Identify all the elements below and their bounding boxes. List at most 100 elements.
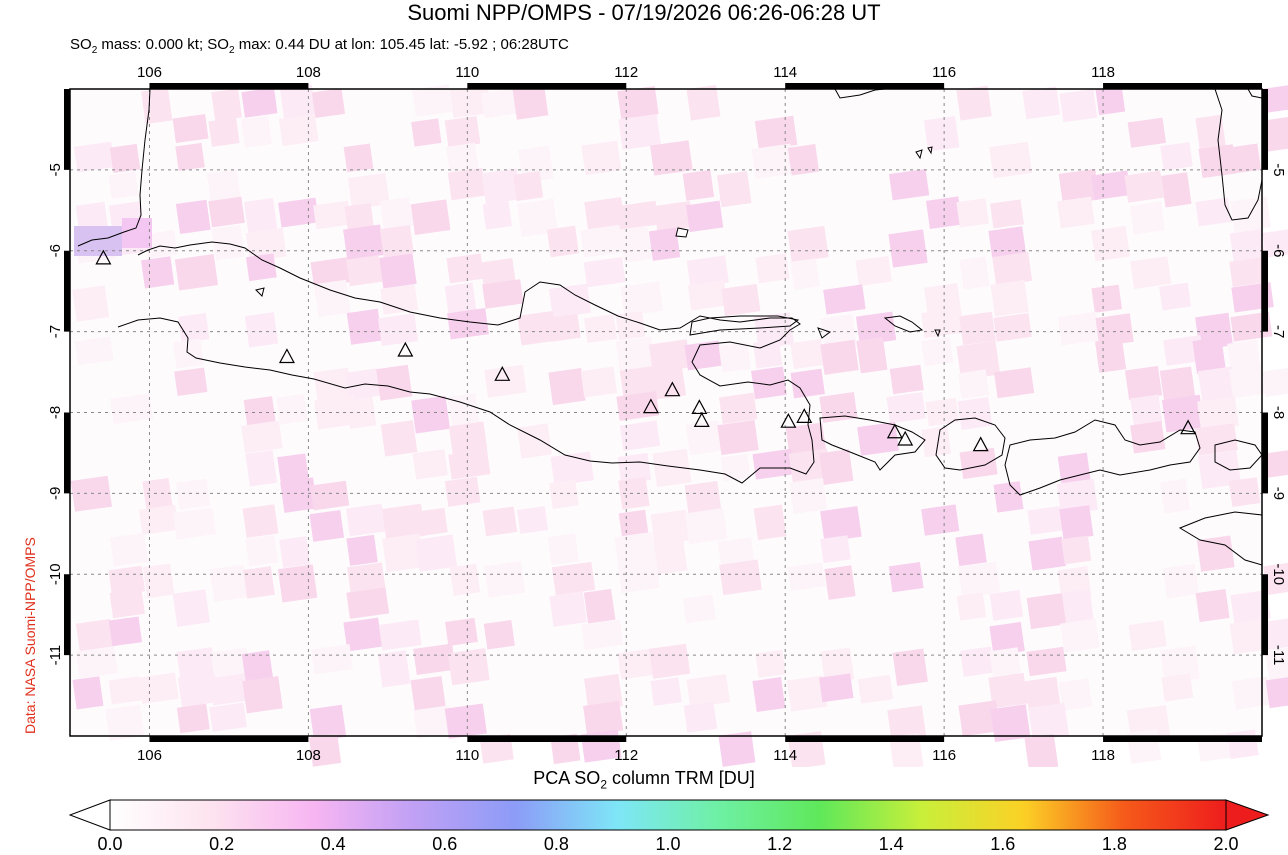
volcano-marker bbox=[972, 436, 989, 452]
so2-pixel bbox=[73, 141, 115, 173]
so2-pixel bbox=[208, 117, 240, 147]
so2-pixel bbox=[993, 312, 1032, 342]
so2-pixel bbox=[278, 113, 319, 147]
so2-pixel bbox=[243, 566, 275, 599]
so2-pixel bbox=[1261, 116, 1288, 152]
colorbar-high-arrow bbox=[1225, 799, 1270, 831]
so2-pixel bbox=[447, 648, 490, 686]
so2-pixel bbox=[277, 564, 318, 603]
so2-pixel bbox=[652, 448, 692, 488]
so2-pixel bbox=[824, 565, 856, 600]
volcano-marker bbox=[664, 381, 681, 397]
volcano-marker bbox=[95, 249, 112, 265]
so2-pixel bbox=[721, 283, 761, 317]
so2-pixel bbox=[110, 393, 154, 425]
so2-pixel bbox=[790, 258, 820, 290]
so2-pixel bbox=[548, 368, 586, 406]
so2-pixel bbox=[278, 197, 319, 228]
so2-pixel bbox=[614, 531, 658, 571]
so2-pixel bbox=[988, 226, 1027, 259]
so2-pixel bbox=[108, 616, 143, 647]
so2-pixel bbox=[686, 255, 729, 288]
colorbar-title: PCA SO2 column TRM [DU] bbox=[0, 768, 1288, 792]
so2-pixel bbox=[411, 118, 442, 147]
so2-pixel bbox=[412, 449, 448, 480]
lombok-coast bbox=[935, 417, 1006, 471]
so2-pixel bbox=[1059, 89, 1098, 123]
x-tick-label-bottom: 116 bbox=[932, 747, 956, 764]
so2-pixel bbox=[650, 677, 682, 706]
so2-pixel bbox=[279, 84, 317, 123]
so2-pixel bbox=[410, 675, 447, 713]
so2-pixel bbox=[653, 201, 694, 232]
axis-labels: 106 106 108 108 110 110 112 112 114 114 116 116 118 1… bbox=[47, 64, 1287, 764]
so2-pixel bbox=[686, 85, 721, 121]
so2-pixel bbox=[1262, 228, 1288, 258]
so2-pixel bbox=[172, 114, 209, 144]
so2-pixel bbox=[1130, 421, 1166, 454]
so2-pixel bbox=[346, 255, 383, 287]
y-tick-label-left: -11 bbox=[47, 645, 64, 666]
so2-pixel bbox=[1265, 676, 1288, 709]
bottom-scale-bar bbox=[149, 736, 309, 742]
so2-pixel bbox=[990, 704, 1031, 743]
so2-pixel bbox=[122, 218, 152, 248]
so2-pixel bbox=[206, 169, 241, 202]
so2-pixel bbox=[138, 504, 179, 535]
left-scale-bar bbox=[64, 574, 70, 656]
so2-pixel bbox=[177, 672, 219, 707]
so2-pixel bbox=[209, 673, 249, 706]
so2-pixel bbox=[921, 337, 954, 367]
so2-pixel bbox=[959, 256, 990, 290]
so2-pixel bbox=[410, 199, 451, 235]
colorbar-tick-label: 1.8 bbox=[1101, 834, 1127, 854]
so2-pixel bbox=[855, 255, 892, 287]
so2-pixel bbox=[584, 197, 625, 230]
so2-pixel bbox=[1195, 423, 1238, 456]
x-tick-label-bottom: 114 bbox=[773, 747, 797, 764]
so2-pixel bbox=[138, 672, 179, 704]
summary-sub1: 2 bbox=[91, 45, 98, 56]
so2-pixel bbox=[176, 478, 211, 510]
so2-pixel bbox=[820, 505, 862, 542]
summary-part2: mass: 0.000 kt; SO bbox=[97, 36, 229, 53]
colorbar-tick-label: 0.2 bbox=[209, 834, 235, 854]
x-tick-label-top: 108 bbox=[296, 64, 321, 81]
so2-pixel bbox=[279, 536, 311, 569]
so2-pixel bbox=[990, 199, 1024, 229]
map-panel: 106 106 108 108 110 110 112 112 114 114 116 116 118 1… bbox=[47, 64, 1288, 767]
so2-pixel bbox=[447, 168, 487, 201]
so2-pixel bbox=[718, 731, 756, 767]
so2-pixel bbox=[311, 88, 346, 118]
so2-pixel bbox=[1231, 676, 1272, 710]
so2-pixel bbox=[411, 395, 451, 434]
so2-pixel bbox=[989, 647, 1022, 677]
so2-pixel bbox=[1028, 702, 1069, 741]
left-scale-bar bbox=[64, 250, 70, 332]
colorbar-title-part2: column TRM [DU] bbox=[607, 768, 755, 788]
so2-pixel bbox=[377, 313, 419, 347]
so2-pixel bbox=[989, 141, 1033, 179]
so2-pixel bbox=[546, 225, 579, 258]
so2-pixel bbox=[1060, 618, 1100, 653]
so2-pixel bbox=[648, 643, 691, 679]
so2-pixel bbox=[1263, 618, 1288, 651]
colorbar-tick-label: 1.0 bbox=[655, 834, 681, 854]
so2-pixel bbox=[685, 420, 723, 456]
so2-pixel bbox=[547, 313, 581, 342]
so2-pixel bbox=[209, 564, 249, 602]
so2-pixel bbox=[989, 621, 1025, 656]
so2-pixel bbox=[857, 674, 894, 704]
so2-pixel bbox=[72, 285, 110, 322]
colorbar-tick-label: 1.4 bbox=[878, 834, 904, 854]
x-tick-label-top: 118 bbox=[1091, 64, 1115, 81]
so2-pixel bbox=[682, 594, 716, 624]
so2-pixel bbox=[449, 84, 492, 119]
so2-pixel bbox=[412, 507, 448, 537]
so2-pixel bbox=[482, 506, 518, 537]
volcano-marker bbox=[796, 408, 813, 423]
so2-pixel bbox=[956, 198, 990, 228]
so2-pixel bbox=[108, 565, 146, 596]
so2-pixel bbox=[310, 257, 351, 288]
sumbawa-coast bbox=[1004, 419, 1201, 496]
